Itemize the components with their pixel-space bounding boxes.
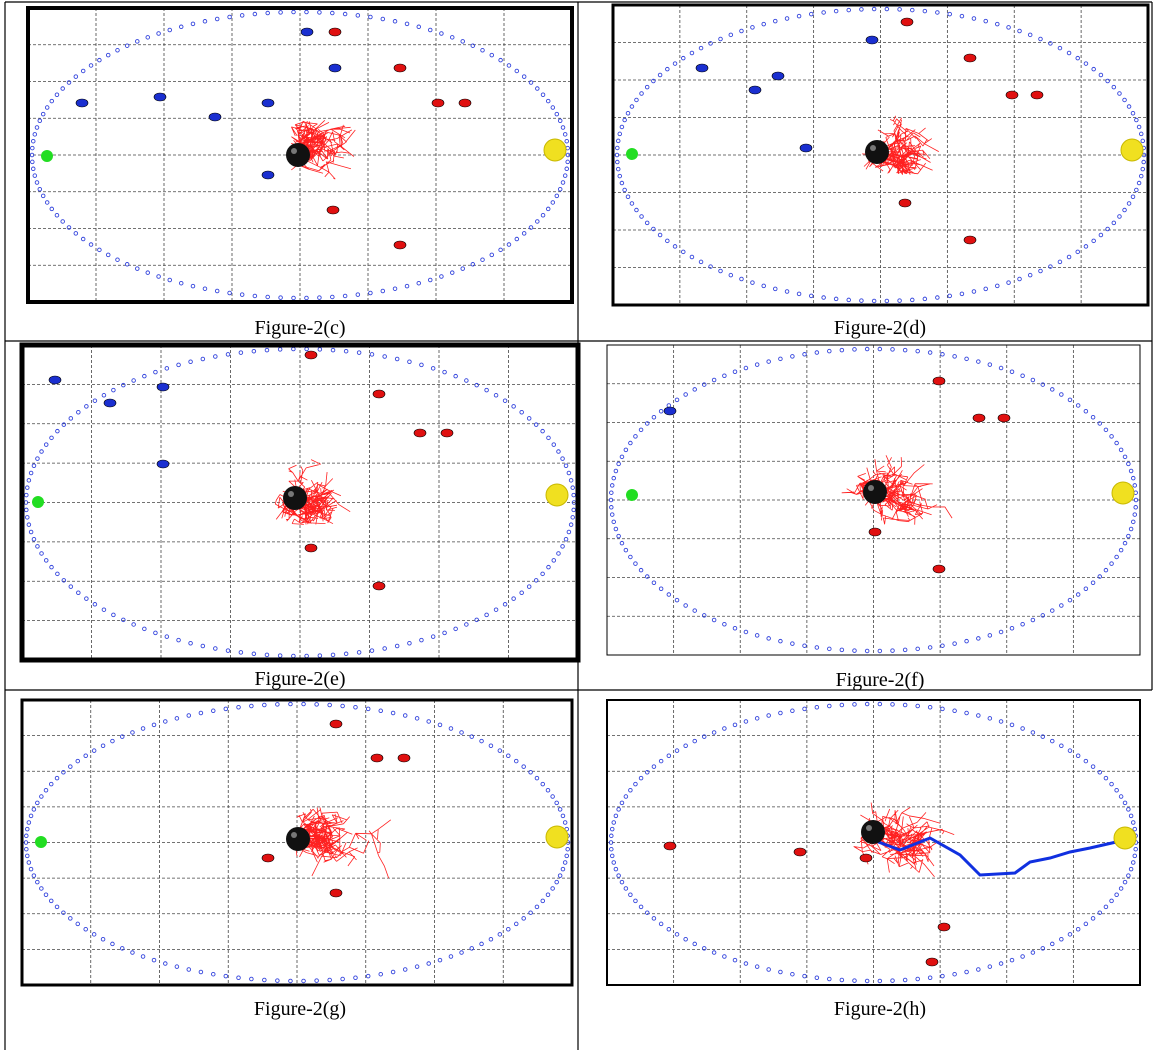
start-point [626, 148, 638, 160]
obstacle-red [938, 923, 950, 931]
robot-highlight [291, 148, 297, 154]
caption: Figure-2(f) [836, 669, 925, 691]
obstacle-red [394, 64, 406, 72]
obstacle-red [327, 206, 339, 214]
obstacle-blue [49, 376, 61, 384]
goal-point [1114, 827, 1136, 849]
caption: Figure-2(d) [834, 317, 926, 339]
obstacle-red [794, 848, 806, 856]
obstacle-red [664, 842, 676, 850]
obstacle-red [998, 414, 1010, 422]
simulation-panel [607, 345, 1140, 655]
obstacle-red [964, 236, 976, 244]
robot-highlight [866, 825, 872, 831]
obstacle-blue [262, 171, 274, 179]
robot [283, 486, 307, 510]
robot-highlight [870, 145, 876, 151]
caption: Figure-2(c) [254, 317, 345, 339]
robot [286, 827, 310, 851]
obstacle-red [305, 351, 317, 359]
obstacle-red [398, 754, 410, 762]
robot [286, 143, 310, 167]
obstacle-red [926, 958, 938, 966]
obstacle-red [305, 544, 317, 552]
goal-point [1112, 482, 1134, 504]
page: {"panels": [ {"caption": "Figure-2(c)"},… [0, 0, 1154, 1050]
simulation-panel [22, 345, 578, 660]
start-point [41, 150, 53, 162]
obstacle-blue [76, 99, 88, 107]
obstacle-blue [262, 99, 274, 107]
obstacle-blue [209, 113, 221, 121]
obstacle-red [901, 18, 913, 26]
goal-point [546, 826, 568, 848]
obstacle-red [432, 99, 444, 107]
robot [865, 140, 889, 164]
start-point [32, 496, 44, 508]
obstacle-blue [664, 407, 676, 415]
caption: Figure-2(g) [254, 998, 346, 1020]
obstacle-red [371, 754, 383, 762]
robot-highlight [868, 485, 874, 491]
robot [861, 820, 885, 844]
obstacle-blue [104, 399, 116, 407]
robot-highlight [288, 491, 294, 497]
simulation-panel [613, 5, 1148, 305]
obstacle-red [373, 582, 385, 590]
obstacle-blue [800, 144, 812, 152]
obstacle-blue [696, 64, 708, 72]
obstacle-red [933, 565, 945, 573]
obstacle-red [1006, 91, 1018, 99]
obstacle-red [414, 429, 426, 437]
start-point [35, 836, 47, 848]
obstacle-red [973, 414, 985, 422]
caption: Figure-2(h) [834, 998, 926, 1020]
obstacle-red [869, 528, 881, 536]
obstacle-blue [301, 28, 313, 36]
obstacle-blue [749, 86, 761, 94]
goal-point [544, 139, 566, 161]
obstacle-red [899, 199, 911, 207]
obstacle-red [441, 429, 453, 437]
obstacle-red [330, 889, 342, 897]
robot [863, 480, 887, 504]
obstacle-red [373, 390, 385, 398]
obstacle-red [459, 99, 471, 107]
start-point [626, 489, 638, 501]
obstacle-blue [866, 36, 878, 44]
obstacle-red [860, 854, 872, 862]
obstacle-red [394, 241, 406, 249]
obstacle-red [1031, 91, 1043, 99]
goal-point [1121, 139, 1143, 161]
obstacle-blue [329, 64, 341, 72]
obstacle-blue [772, 72, 784, 80]
obstacle-blue [157, 383, 169, 391]
obstacle-blue [154, 93, 166, 101]
simulation-panel [28, 8, 572, 302]
obstacle-red [329, 28, 341, 36]
simulation-panel [22, 700, 572, 985]
obstacle-red [933, 377, 945, 385]
goal-point [546, 484, 568, 506]
figure-table: Figure-2(c) Figure-2(d) Figure-2(e) Figu… [0, 0, 1154, 1050]
obstacle-blue [157, 460, 169, 468]
obstacle-red [964, 54, 976, 62]
obstacle-red [262, 854, 274, 862]
panels [22, 5, 1148, 985]
obstacle-red [330, 720, 342, 728]
caption: Figure-2(e) [254, 668, 345, 690]
robot-highlight [291, 832, 297, 838]
simulation-panel [607, 700, 1140, 985]
